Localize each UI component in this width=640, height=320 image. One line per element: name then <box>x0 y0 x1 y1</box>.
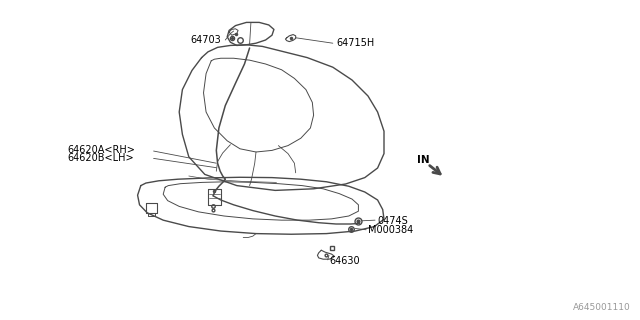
Text: 64620A<RH>: 64620A<RH> <box>67 145 135 156</box>
Text: 64620B<LH>: 64620B<LH> <box>67 153 134 164</box>
Text: 64703: 64703 <box>190 35 221 45</box>
Text: 64715H: 64715H <box>336 38 374 48</box>
Text: M000384: M000384 <box>368 225 413 236</box>
Text: 0474S: 0474S <box>378 216 408 226</box>
Text: A645001110: A645001110 <box>573 303 630 312</box>
Text: 64630: 64630 <box>330 256 360 266</box>
Text: IN: IN <box>417 155 430 165</box>
